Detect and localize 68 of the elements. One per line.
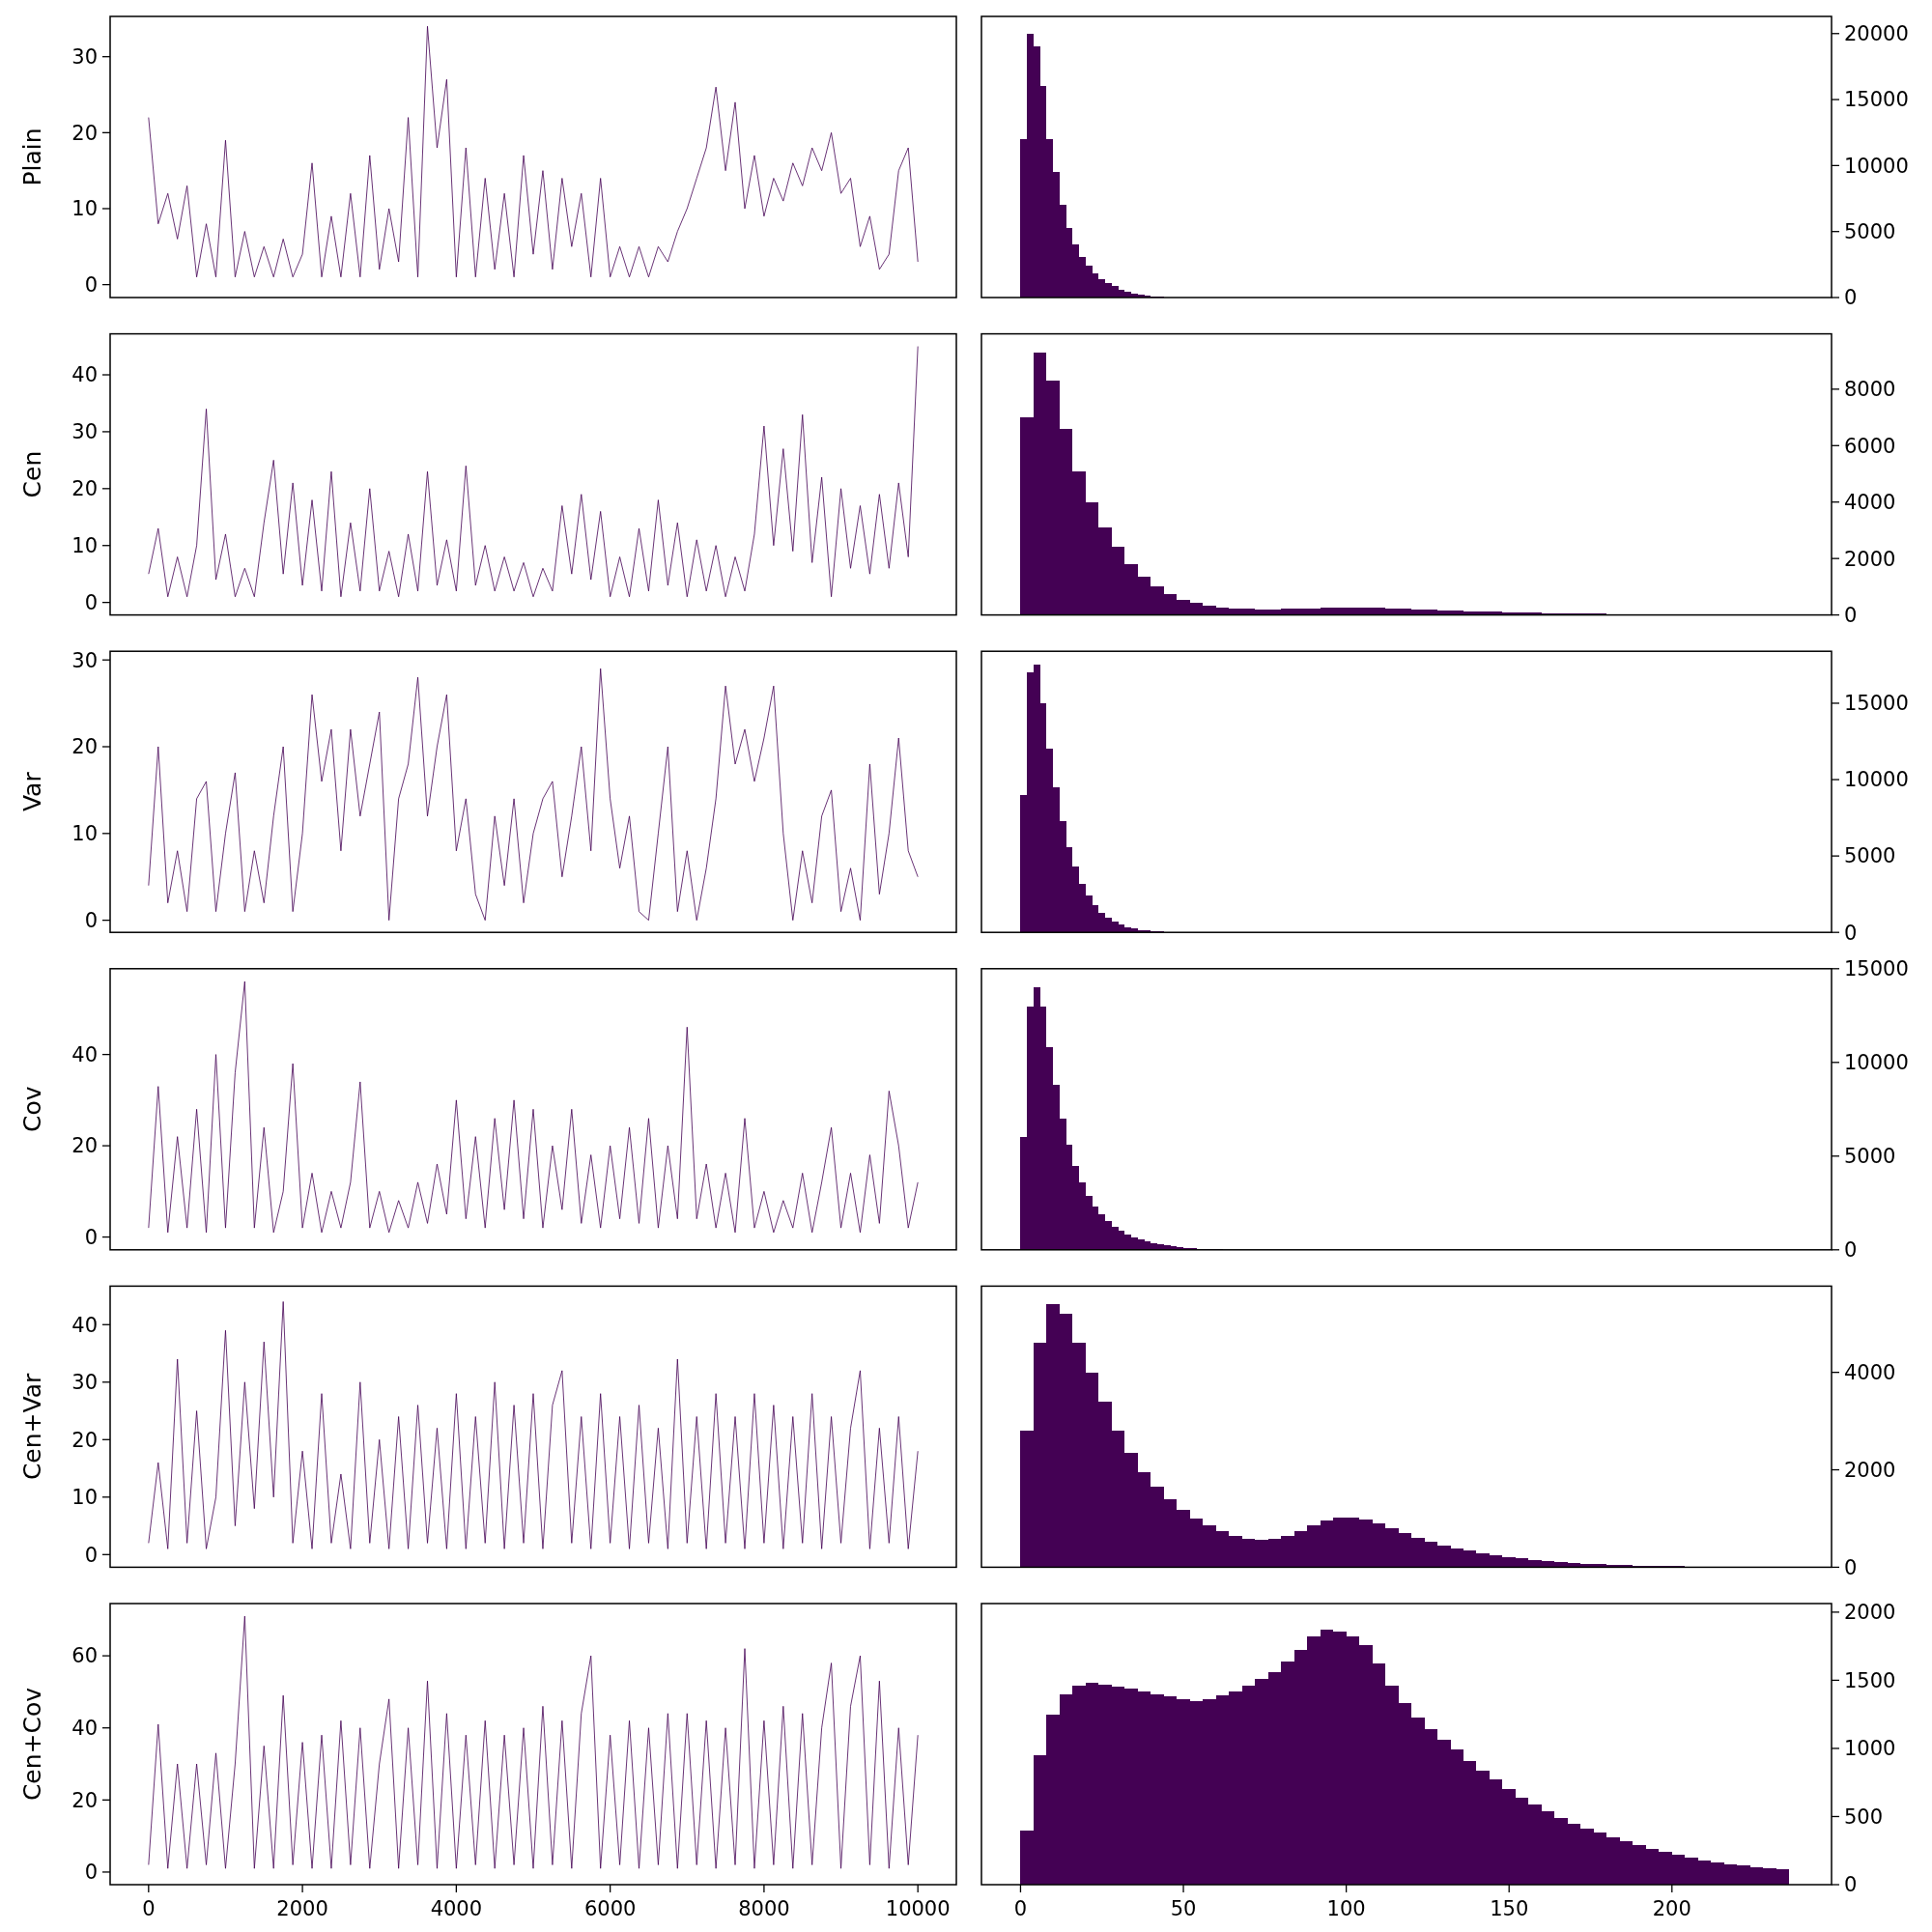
x-tick-label: 200 <box>1652 1897 1691 1920</box>
y-tick-label: 20 <box>71 1788 98 1812</box>
y-axis-title: Cen <box>18 450 46 498</box>
y-tick-label: 0 <box>84 1861 98 1885</box>
y-tick-label: 0 <box>1844 1873 1858 1897</box>
y-tick-label: 40 <box>71 1313 98 1337</box>
y-tick-label: 1500 <box>1844 1668 1896 1692</box>
y-tick-label: 0 <box>1844 1238 1858 1263</box>
y-tick-label: 0 <box>84 908 98 932</box>
y-tick-label: 0 <box>1844 921 1858 945</box>
y-tick-label: 8000 <box>1844 378 1896 402</box>
y-tick-label: 2000 <box>1844 1458 1896 1482</box>
x-tick-label: 10000 <box>885 1897 951 1920</box>
y-tick-label: 10 <box>71 822 98 846</box>
y-tick-label: 15000 <box>1844 957 1909 981</box>
y-tick-label: 0 <box>84 272 98 297</box>
y-tick-label: 5000 <box>1844 844 1896 868</box>
y-tick-label: 20 <box>71 477 98 501</box>
y-tick-label: 20 <box>71 121 98 145</box>
y-tick-label: 10000 <box>1844 1051 1909 1075</box>
y-axis-title: Cen+Var <box>18 1372 46 1481</box>
y-tick-label: 0 <box>1844 603 1858 627</box>
y-tick-label: 4000 <box>1844 491 1896 515</box>
y-tick-label: 60 <box>71 1644 98 1668</box>
y-tick-label: 20 <box>71 1134 98 1158</box>
y-tick-label: 2000 <box>1844 1601 1896 1625</box>
y-tick-label: 6000 <box>1844 434 1896 458</box>
x-tick-label: 4000 <box>430 1897 483 1920</box>
y-tick-label: 15000 <box>1844 692 1909 716</box>
y-tick-label: 0 <box>1844 286 1858 310</box>
y-tick-label: 30 <box>71 45 98 70</box>
y-tick-label: 0 <box>84 1225 98 1249</box>
y-tick-label: 30 <box>71 648 98 672</box>
y-tick-label: 30 <box>71 420 98 444</box>
y-tick-label: 0 <box>84 590 98 614</box>
y-tick-label: 2000 <box>1844 547 1896 571</box>
y-axis-title: Var <box>18 771 46 812</box>
x-tick-label: 50 <box>1170 1897 1197 1920</box>
x-tick-label: 6000 <box>583 1897 637 1920</box>
x-tick-label: 150 <box>1490 1897 1529 1920</box>
x-tick-label: 0 <box>142 1897 156 1920</box>
y-tick-label: 40 <box>71 1042 98 1066</box>
y-tick-label: 4000 <box>1844 1361 1896 1385</box>
y-tick-label: 10 <box>71 197 98 221</box>
y-tick-label: 40 <box>71 1717 98 1741</box>
y-axis-title: Cen+Cov <box>18 1687 46 1802</box>
y-tick-label: 10 <box>71 1486 98 1510</box>
y-axis-title: Plain <box>18 128 46 186</box>
y-tick-label: 10000 <box>1844 154 1909 178</box>
y-tick-label: 40 <box>71 363 98 387</box>
y-tick-label: 500 <box>1844 1804 1884 1829</box>
y-axis-title: Cov <box>18 1086 46 1133</box>
y-tick-label: 5000 <box>1844 220 1896 244</box>
x-tick-label: 8000 <box>738 1897 790 1920</box>
y-tick-label: 15000 <box>1844 88 1909 112</box>
y-tick-label: 0 <box>84 1543 98 1567</box>
y-tick-label: 20 <box>71 735 98 759</box>
x-tick-label: 2000 <box>276 1897 328 1920</box>
x-tick-label: 0 <box>1013 1897 1028 1920</box>
x-tick-label: 100 <box>1326 1897 1366 1920</box>
y-tick-label: 1000 <box>1844 1737 1896 1761</box>
y-tick-label: 5000 <box>1844 1145 1896 1169</box>
y-tick-label: 10 <box>71 534 98 558</box>
y-tick-label: 10000 <box>1844 768 1909 792</box>
y-tick-label: 0 <box>1844 1555 1858 1579</box>
y-tick-label: 20000 <box>1844 22 1909 46</box>
y-tick-label: 20 <box>71 1428 98 1452</box>
y-tick-label: 30 <box>71 1371 98 1395</box>
